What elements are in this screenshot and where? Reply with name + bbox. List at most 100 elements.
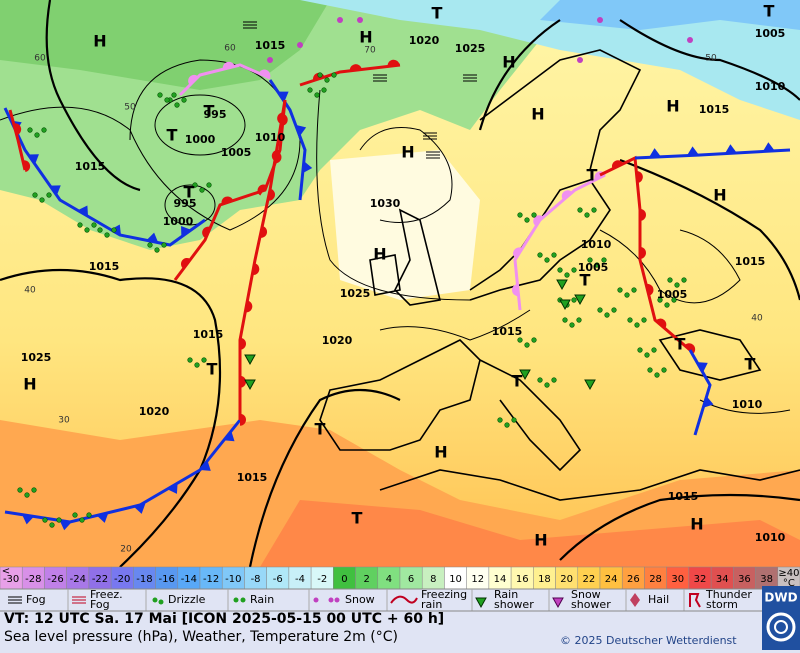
weather-symbols	[17, 17, 693, 528]
pressure-label: 1010	[255, 131, 286, 144]
scale-label: 32	[694, 574, 707, 585]
shower-symbol	[574, 294, 586, 306]
occluded-front	[178, 63, 271, 97]
rain-symbol	[571, 267, 577, 273]
front-symbol	[28, 154, 39, 165]
cold-area	[300, 0, 800, 120]
scale-label: -20	[114, 574, 130, 585]
rain-symbol	[104, 232, 110, 238]
front-symbol	[202, 226, 211, 239]
legend-icon	[240, 597, 246, 603]
rain-symbol	[551, 252, 557, 258]
scale-label: 18	[538, 574, 551, 585]
pressure-label: 1015	[75, 160, 106, 173]
front-symbol	[387, 59, 400, 67]
pressure-label: 1020	[409, 34, 440, 47]
front-symbol	[561, 190, 573, 201]
cold-front	[688, 349, 712, 436]
snow-symbol	[267, 57, 273, 63]
pressure-label: 1005	[221, 146, 252, 159]
scale-label: -24	[70, 574, 86, 585]
rain-symbol	[571, 297, 577, 303]
rain-symbol	[497, 417, 503, 423]
coastline	[658, 329, 762, 381]
rain-symbol	[324, 77, 330, 83]
rain-symbol	[627, 317, 633, 323]
scale-label: -28	[25, 574, 41, 585]
pressure-label: 995	[174, 197, 197, 210]
scale-label: 36	[738, 574, 751, 585]
front-symbol	[13, 123, 22, 136]
temperature-label: 50	[124, 103, 136, 113]
rain-symbol	[199, 187, 205, 193]
pressure-center: H	[666, 97, 679, 116]
scale-label: 10	[449, 574, 462, 585]
logo-text: DWD	[764, 591, 797, 605]
temperature-label: 30	[58, 416, 70, 426]
pressure-label: 1015	[492, 325, 523, 338]
pressure-center: H	[359, 28, 372, 47]
pressure-center: T	[352, 509, 363, 528]
warm-front	[599, 155, 691, 352]
shower-symbol	[556, 279, 568, 291]
front-symbol	[724, 144, 737, 154]
legend-label: Thunder	[705, 588, 752, 601]
pressure-label: 1015	[735, 255, 766, 268]
legend-label: Snow	[345, 593, 375, 606]
front-symbol	[200, 460, 211, 471]
rain-symbol	[641, 317, 647, 323]
rain-symbol	[657, 297, 663, 303]
warm-area	[0, 420, 800, 567]
front-symbol	[181, 226, 192, 237]
pressure-center: H	[713, 186, 726, 205]
front-symbol	[640, 246, 646, 259]
scale-label: ≥40	[778, 568, 799, 579]
rain-symbol	[27, 127, 33, 133]
scale-label: -8	[251, 574, 261, 585]
rain-symbol	[631, 287, 637, 293]
scale-label: 26	[627, 574, 640, 585]
scale-label: 16	[516, 574, 529, 585]
front-symbol	[22, 160, 31, 173]
front-symbol	[49, 185, 61, 196]
rain-symbol	[17, 487, 23, 493]
pressure-center: H	[690, 515, 703, 534]
rain-symbol	[46, 192, 52, 198]
rain-symbol	[634, 322, 640, 328]
legend-icon	[552, 597, 564, 609]
pressure-label: 1010	[755, 531, 786, 544]
legend-label: Fog	[90, 598, 110, 611]
scale-low-prefix: <	[2, 566, 10, 577]
legend-icon	[630, 593, 640, 607]
cold-front	[3, 107, 206, 247]
scale-label: -10	[225, 574, 241, 585]
legend-label: Drizzle	[168, 593, 206, 606]
legend-label: Snow	[571, 588, 601, 601]
pressure-center: H	[401, 143, 414, 162]
pressure-center: T	[580, 271, 591, 290]
front-symbol	[252, 263, 260, 275]
legend-label: storm	[706, 598, 738, 611]
isobars	[0, 0, 800, 568]
snow-symbol	[577, 57, 583, 63]
rain-symbol	[594, 262, 600, 268]
coastline	[379, 469, 800, 501]
temperature-label: 40	[24, 286, 36, 296]
legend: Fog Freez.Fog Drizzle Rain Snow FreezingrainR…	[0, 588, 800, 612]
pressure-center: H	[373, 245, 386, 264]
scale-label: 22	[583, 574, 596, 585]
front-symbol	[257, 184, 267, 196]
rain-symbol	[667, 277, 673, 283]
pressure-label: 1000	[163, 215, 194, 228]
front-symbol	[240, 375, 246, 388]
rain-symbol	[537, 252, 543, 258]
rain-symbol	[591, 207, 597, 213]
rain-symbol	[647, 367, 653, 373]
pressure-label: 1010	[732, 398, 763, 411]
coastline	[394, 208, 441, 306]
coastline	[369, 254, 401, 296]
rain-symbol	[321, 87, 327, 93]
rain-symbol	[41, 127, 47, 133]
